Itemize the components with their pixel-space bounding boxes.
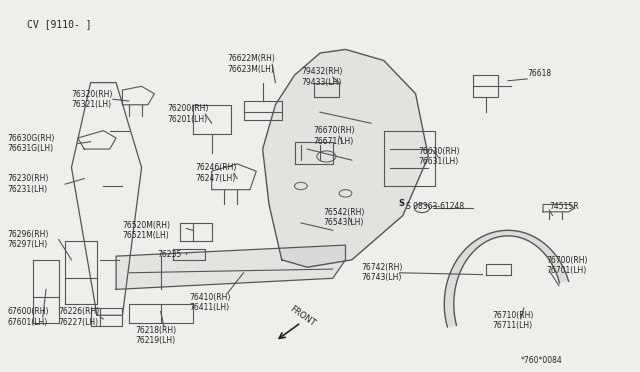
Text: 79432(RH)
79433(LH): 79432(RH) 79433(LH) [301,67,342,87]
Text: 76410(RH)
76411(LH): 76410(RH) 76411(LH) [189,293,231,312]
Text: 76710(RH)
76711(LH): 76710(RH) 76711(LH) [492,311,533,330]
Text: 76200(RH)
76201(LH): 76200(RH) 76201(LH) [167,104,209,124]
Text: 76246(RH)
76247(LH): 76246(RH) 76247(LH) [196,163,237,183]
Polygon shape [262,49,428,267]
Text: FRONT: FRONT [288,304,317,328]
Text: 76218(RH)
76219(LH): 76218(RH) 76219(LH) [135,326,177,345]
Text: 76618: 76618 [527,69,551,78]
Text: CV [9110- ]: CV [9110- ] [27,19,92,29]
Text: *760*0084: *760*0084 [520,356,562,365]
Text: 76230(RH)
76231(LH): 76230(RH) 76231(LH) [8,174,49,194]
Text: 76670(RH)
76671(LH): 76670(RH) 76671(LH) [314,126,355,146]
Text: 76235: 76235 [157,250,182,259]
Text: 76630G(RH)
76631G(LH): 76630G(RH) 76631G(LH) [8,134,55,153]
Polygon shape [444,230,568,327]
Text: 76700(RH)
76701(LH): 76700(RH) 76701(LH) [546,256,588,275]
Text: 76296(RH)
76297(LH): 76296(RH) 76297(LH) [8,230,49,249]
Text: 76742(RH)
76743(LH): 76742(RH) 76743(LH) [362,263,403,282]
Text: 76622M(RH)
76623M(LH): 76622M(RH) 76623M(LH) [228,54,275,74]
Text: S 08363-61248: S 08363-61248 [406,202,464,211]
Text: S: S [398,199,404,208]
Text: 76320(RH)
76321(LH): 76320(RH) 76321(LH) [72,90,113,109]
Text: 67600(RH)
67601(LH): 67600(RH) 67601(LH) [8,307,49,327]
Text: 76630(RH)
76631(LH): 76630(RH) 76631(LH) [419,147,460,166]
Text: 74515R: 74515R [549,202,579,211]
Text: 76226(RH)
76227(LH): 76226(RH) 76227(LH) [59,307,100,327]
Text: 76542(RH)
76543(LH): 76542(RH) 76543(LH) [323,208,365,227]
Polygon shape [116,245,346,289]
Text: 76520M(RH)
76521M(LH): 76520M(RH) 76521M(LH) [122,221,170,240]
